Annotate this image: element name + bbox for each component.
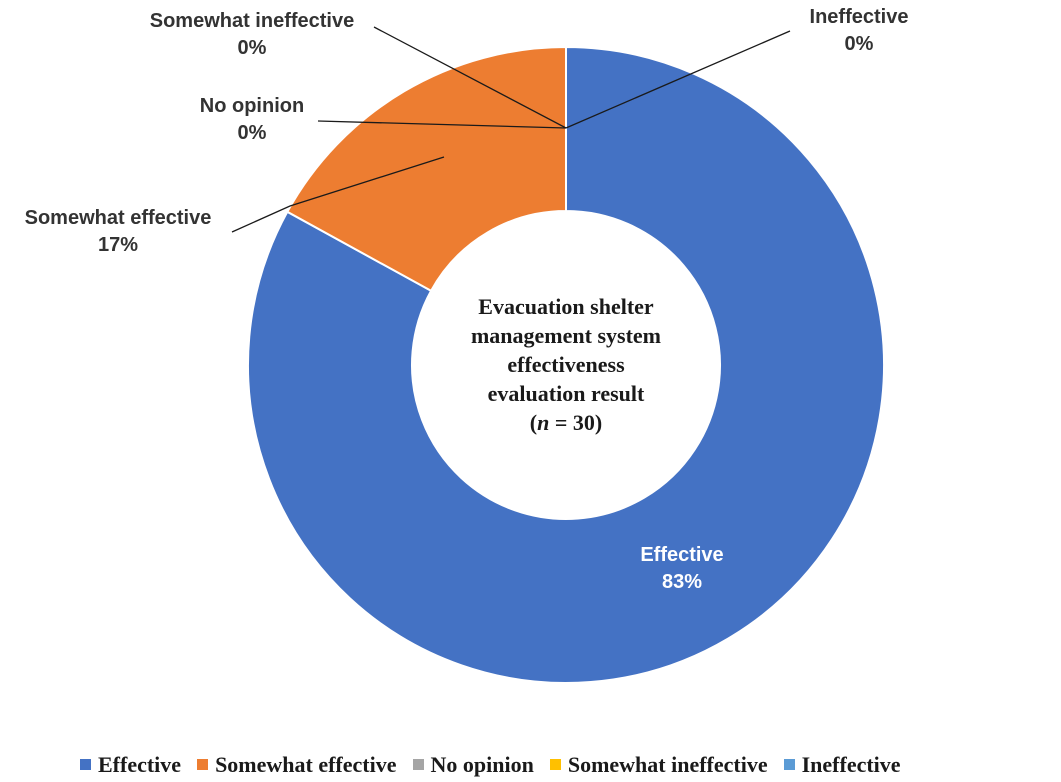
slice-label-value-somewhat-effective: 17% [98, 234, 138, 256]
legend-item-somewhat-ineffective: Somewhat ineffective [549, 752, 768, 778]
legend-item-effective: Effective [80, 752, 181, 778]
slice-label-value-ineffective: 0% [845, 33, 874, 55]
slice-effective [247, 45, 885, 684]
center-n-symbol: n [537, 410, 549, 435]
legend-swatch-somewhat-effective [197, 759, 209, 770]
slice-label-name-effective: Effective [640, 544, 723, 566]
legend-label-ineffective: Ineffective [801, 752, 901, 777]
center-title-line-3: effectiveness [507, 352, 625, 377]
legend-swatch-no-opinion [412, 759, 424, 770]
slice-label-name-no-opinion: No opinion [200, 95, 304, 117]
leader-line-ineffective [565, 30, 791, 129]
legend-label-somewhat-effective: Somewhat effective [215, 752, 397, 777]
legend-label-effective: Effective [98, 752, 182, 777]
legend-item-no-opinion: No opinion [412, 752, 534, 778]
center-n-value: 30 [573, 410, 595, 435]
donut-slices [247, 45, 885, 684]
slice-label-name-somewhat-effective: Somewhat effective [25, 207, 212, 229]
slice-label-value-no-opinion: 0% [238, 122, 267, 144]
center-title-line-4: evaluation result [488, 381, 645, 406]
legend-swatch-somewhat-ineffective [549, 759, 561, 770]
slice-labels: Effective 83% Somewhat effective 17% No opin… [25, 6, 909, 593]
slice-label-value-somewhat-ineffective: 0% [238, 37, 267, 59]
legend-item-somewhat-effective: Somewhat effective [197, 752, 397, 778]
legend-label-somewhat-ineffective: Somewhat ineffective [567, 752, 768, 777]
leader-lines [231, 26, 791, 233]
legend-item-ineffective: Ineffective [783, 752, 901, 778]
legend-swatch-effective [80, 759, 91, 770]
leader-line-somewhat-ineffective [373, 26, 567, 129]
leader-line-somewhat-effective [231, 156, 445, 233]
center-title-line-1: Evacuation shelter [478, 294, 654, 319]
legend-label-no-opinion: No opinion [430, 752, 534, 777]
slice-somewhat-effective [285, 45, 567, 293]
slice-label-name-ineffective: Ineffective [810, 6, 909, 28]
center-sample-size: (n = 30) [530, 410, 602, 435]
legend: Effective Somewhat effective No opinion Som… [80, 752, 901, 778]
slice-label-name-somewhat-ineffective: Somewhat ineffective [150, 10, 355, 32]
center-title-line-2: management system [471, 323, 661, 348]
legend-swatch-ineffective [783, 759, 795, 770]
slice-label-value-effective: 83% [662, 571, 702, 593]
leader-line-no-opinion [317, 120, 567, 129]
